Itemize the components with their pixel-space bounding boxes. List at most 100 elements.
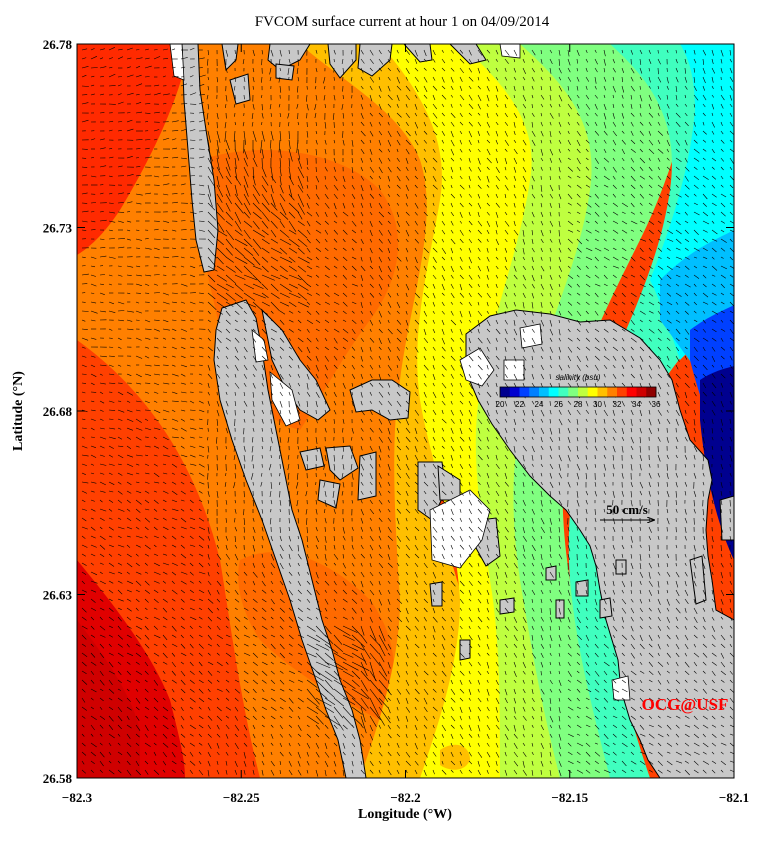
current-vector <box>702 337 709 342</box>
current-vector <box>513 58 516 63</box>
current-vector <box>414 256 418 264</box>
current-vector <box>648 58 652 65</box>
current-vector <box>387 310 391 315</box>
current-vector <box>729 328 734 334</box>
current-vector <box>639 346 645 352</box>
current-vector <box>630 625 634 632</box>
current-vector <box>207 265 218 272</box>
current-vector <box>108 517 113 520</box>
current-vector <box>657 382 662 390</box>
current-vector <box>684 274 689 278</box>
current-vector <box>81 418 86 420</box>
current-vector <box>234 616 241 622</box>
current-vector <box>162 553 168 556</box>
current-vector <box>342 589 348 595</box>
current-vector <box>90 157 94 159</box>
current-vector <box>621 49 624 54</box>
current-vector <box>603 508 606 513</box>
current-vector <box>117 589 123 595</box>
current-vector <box>513 166 517 173</box>
current-vector <box>315 499 317 505</box>
current-vector <box>504 193 507 199</box>
current-vector <box>576 463 581 471</box>
current-vector <box>207 445 210 453</box>
current-vector <box>279 598 285 604</box>
current-vector <box>269 517 272 525</box>
current-vector <box>288 616 294 622</box>
current-vector <box>117 436 123 440</box>
current-vector <box>711 49 714 56</box>
current-vector <box>135 174 142 177</box>
current-vector <box>648 49 651 55</box>
current-vector <box>468 598 472 602</box>
current-vector <box>99 508 107 512</box>
current-vector <box>369 463 374 469</box>
current-vector <box>612 103 615 108</box>
current-vector <box>603 301 608 305</box>
current-vector <box>693 562 697 569</box>
current-vector <box>504 175 508 180</box>
current-vector <box>387 544 390 550</box>
current-vector <box>126 74 134 78</box>
current-vector <box>504 535 509 541</box>
current-vector <box>522 220 527 227</box>
current-vector <box>117 481 122 485</box>
current-vector <box>252 247 260 256</box>
current-vector <box>576 643 581 648</box>
current-vector <box>540 139 543 144</box>
current-vector <box>297 535 299 540</box>
current-vector <box>495 607 500 613</box>
current-vector <box>693 346 698 352</box>
current-vector <box>720 373 726 379</box>
current-vector <box>495 256 499 260</box>
current-vector <box>702 436 705 444</box>
current-vector <box>486 499 490 505</box>
current-vector <box>612 247 617 251</box>
current-vector <box>333 139 336 144</box>
current-vector <box>405 625 411 631</box>
current-vector <box>657 454 661 462</box>
current-vector <box>432 445 435 450</box>
current-vector <box>81 472 86 475</box>
current-vector <box>198 436 203 438</box>
current-vector <box>423 139 427 144</box>
current-vector <box>135 193 143 196</box>
current-vector <box>495 553 499 558</box>
current-vector <box>378 175 381 180</box>
current-vector <box>171 454 179 457</box>
current-vector <box>405 580 409 586</box>
current-vector <box>306 445 309 450</box>
current-vector <box>315 193 320 200</box>
current-vector <box>99 400 105 404</box>
current-vector <box>342 616 348 620</box>
current-vector <box>297 184 304 193</box>
current-vector <box>711 157 717 162</box>
current-vector <box>90 652 96 658</box>
current-vector <box>198 517 205 522</box>
current-vector <box>603 346 607 351</box>
current-vector <box>252 301 264 312</box>
current-vector <box>666 238 674 242</box>
current-vector <box>576 634 583 641</box>
current-vector <box>126 490 132 494</box>
current-vector <box>90 535 96 539</box>
current-vector <box>90 418 96 421</box>
current-vector <box>720 49 724 57</box>
current-vector <box>117 562 123 566</box>
current-vector <box>684 157 688 163</box>
current-vector <box>450 544 453 550</box>
current-vector <box>189 139 196 141</box>
current-vector <box>666 490 670 498</box>
current-vector <box>684 517 688 524</box>
current-vector <box>675 256 683 260</box>
current-vector <box>576 85 579 91</box>
current-vector <box>513 49 518 56</box>
current-vector <box>711 400 716 407</box>
current-vector <box>459 58 465 64</box>
current-vector <box>117 625 122 631</box>
current-vector <box>261 472 263 477</box>
current-vector <box>333 319 337 323</box>
current-vector <box>675 616 679 621</box>
current-vector <box>324 625 332 635</box>
current-vector <box>459 382 462 388</box>
